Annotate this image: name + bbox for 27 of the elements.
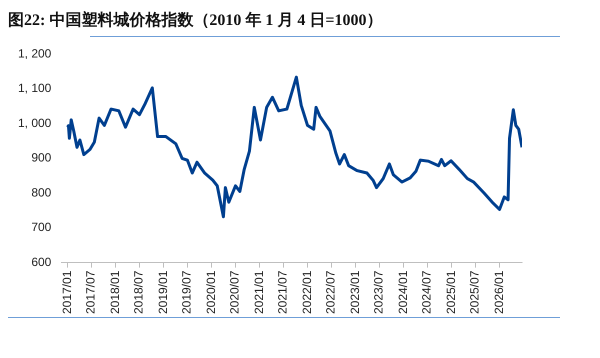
x-tick-label: 2019/07 [180,270,194,314]
y-tick-label: 800 [31,185,52,200]
y-tick-label: 1, 100 [18,81,52,96]
x-tick-label: 2023/07 [372,270,386,314]
x-tick-label: 2018/01 [108,270,122,314]
chart-title: 图22: 中国塑料城价格指数（2010 年 1 月 4 日=1000） [8,10,384,31]
x-tick-label: 2022/07 [324,270,338,314]
y-tick-label: 600 [31,254,52,269]
x-tick-label: 2017/01 [60,270,74,314]
y-tick-label: 700 [31,220,52,234]
x-tick-label: 2019/01 [156,270,170,314]
x-tick-label: 2023/01 [348,270,362,314]
x-tick-label: 2022/01 [300,270,314,314]
x-tick-label: 2018/07 [132,270,146,314]
x-tick-label: 2024/07 [420,270,434,314]
y-tick-label: 900 [31,150,52,165]
x-tick-label: 2025/01 [444,270,458,314]
x-tick-label: 2025/07 [468,270,482,314]
y-tick-label: 1, 200 [18,46,52,61]
x-tick-label: 2021/01 [252,270,266,314]
x-tick-label: 2017/07 [84,270,98,314]
x-tick-label: 2020/07 [228,270,242,314]
x-tick-label: 2021/07 [276,270,290,314]
y-tick-label: 1, 000 [18,116,52,130]
x-tick-label: 2024/01 [396,270,410,314]
x-tick-label: 2026/01 [492,270,506,314]
x-tick-label: 2020/01 [204,270,218,314]
